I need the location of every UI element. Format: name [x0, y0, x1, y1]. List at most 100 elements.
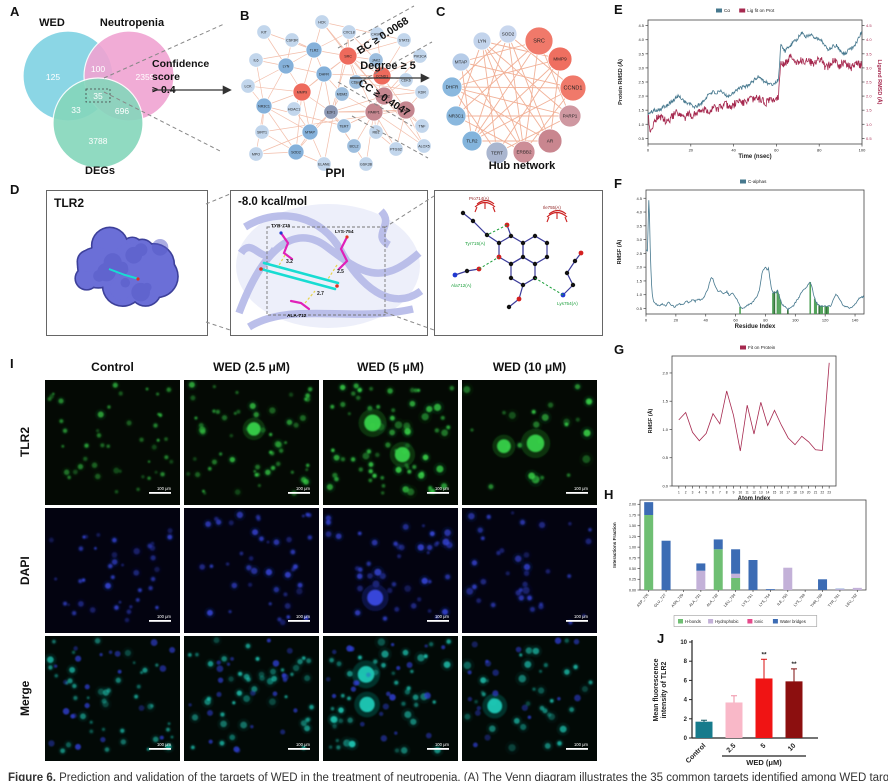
ppi-node: BCL2 [346, 138, 362, 154]
svg-text:4.0: 4.0 [866, 37, 872, 42]
hub-edges [451, 33, 574, 154]
ppi-node: TNF [414, 118, 430, 134]
svg-text:0: 0 [647, 148, 650, 153]
svg-text:4: 4 [698, 491, 700, 495]
residue-label-1: TYR-715 [271, 223, 291, 229]
micrograph-dapi-0: 100 μm [45, 508, 180, 633]
svg-text:0.5: 0.5 [638, 136, 644, 141]
svg-text:PARP1: PARP1 [563, 114, 578, 119]
svg-text:1.0: 1.0 [638, 122, 644, 127]
svg-text:DHFR: DHFR [319, 72, 329, 76]
bar-Control [695, 721, 713, 738]
interactions-chart: 0.00 0.25 0.50 0.75 1.00 1.25 1.50 1.75 2.00 Inte… [612, 499, 867, 627]
ligplot-2d: Tyr715(A) Ala712(A) Lys754(A) Pro714(A) … [451, 196, 584, 310]
distance-3: 2.7 [317, 291, 324, 297]
ppi-node: CSF3R [284, 32, 300, 48]
category-label: ALA_731 [689, 593, 702, 608]
x-axis-label: Residue Index [735, 324, 776, 330]
stack-segment [713, 539, 723, 550]
micrograph-tlr2-3: 100 μm [462, 380, 597, 505]
stack-segment [731, 573, 741, 578]
stack-segment [818, 579, 828, 590]
ppi-node: PARP1 [364, 102, 384, 122]
ppi-node: STAT3 [396, 32, 412, 48]
micrograph-merge-1: 100 μm [184, 636, 319, 761]
scale-bar [427, 748, 449, 750]
svg-text:2.0: 2.0 [636, 265, 642, 270]
distance-2: 2.5 [337, 269, 344, 275]
contact-bar [824, 306, 826, 314]
svg-text:1.0: 1.0 [662, 427, 668, 432]
contact-bar [819, 305, 822, 314]
column-header-0: Control [91, 360, 134, 374]
category-label: TYR_761 [827, 593, 840, 608]
venn-count-degs: 3788 [89, 136, 108, 146]
venn-count-wed-degs: 33 [71, 105, 81, 115]
venn-count-common: 35 [93, 91, 103, 101]
svg-text:20: 20 [807, 491, 811, 495]
contact-bar [739, 306, 741, 314]
svg-text:PARP1: PARP1 [368, 110, 380, 114]
contact-bar [773, 291, 776, 314]
residue-nitrogen [279, 231, 283, 235]
x-axis-label: Time (nsec) [738, 154, 771, 160]
legend-swatch [739, 8, 746, 13]
svg-text:1.75: 1.75 [629, 513, 636, 517]
stack-segment [835, 589, 845, 590]
ppi-title: PPI [325, 166, 345, 180]
ppi-node: TERT [336, 118, 352, 134]
legend-swatch [740, 345, 746, 350]
contact-bar [809, 282, 812, 314]
scale-bar [149, 492, 171, 494]
micrograph-tlr2-2: 100 μm [323, 380, 458, 505]
svg-text:1.5: 1.5 [636, 278, 642, 283]
stack-segment [644, 515, 654, 590]
residue-label-3: ALA-712 [287, 313, 307, 319]
svg-text:4.0: 4.0 [638, 37, 644, 42]
category-label: 10 [787, 742, 798, 753]
svg-text:STAT3: STAT3 [399, 38, 410, 42]
svg-text:1.50: 1.50 [629, 524, 636, 528]
svg-text:7: 7 [719, 491, 721, 495]
fluorescence-chart: 0 2 4 6 8 10 Control 2.5 ** 5 ** 10 WED (μM) Mean flu… [653, 640, 818, 767]
svg-text:0.5: 0.5 [662, 455, 668, 460]
scale-bar [427, 492, 449, 494]
scale-bar-label: 100 μm [574, 614, 589, 619]
ligand-oxygen [335, 284, 339, 288]
svg-text:19: 19 [800, 491, 804, 495]
stack-segment [696, 563, 706, 571]
svg-text:ERBB2: ERBB2 [516, 150, 532, 155]
y-axis-label: RMSF (Å) [647, 408, 654, 433]
rmsd-chart: Cα Lig fit on Prot 0.5 1.0 1.5 2.0 2.5 3.0 3.5 4.… [617, 8, 883, 160]
svg-text:40: 40 [703, 318, 708, 323]
legend-label: Cα [724, 8, 730, 13]
svg-text:3.5: 3.5 [636, 223, 642, 228]
scale-bar [149, 748, 171, 750]
scale-bar-label: 100 μm [296, 486, 311, 491]
ppi-node: RB1 [368, 124, 384, 140]
venn-label-neutropenia: Neutropenia [100, 17, 165, 29]
category-label: ASN_729 [671, 593, 685, 608]
svg-text:NR3C1: NR3C1 [258, 104, 270, 108]
category-label: LYS_759 [793, 593, 806, 607]
svg-text:1.0: 1.0 [866, 122, 872, 127]
category-label: 2.5 [726, 742, 738, 754]
svg-text:60: 60 [733, 318, 738, 323]
svg-text:MTAP: MTAP [305, 130, 315, 134]
figure-caption: Figure 6. Prediction and validation of t… [8, 772, 888, 781]
ligand-sticks [259, 261, 340, 291]
svg-text:6: 6 [684, 678, 688, 684]
category-label: LYS_754 [758, 593, 771, 607]
svg-text:LYN: LYN [283, 64, 290, 68]
stack-segment [783, 567, 793, 590]
ppi-node: KIT [256, 24, 272, 40]
y-axis-label: Protein RMSD (Å) [617, 59, 624, 105]
series-C-alphas [645, 200, 865, 312]
ppi-node: TLR2 [305, 41, 323, 59]
svg-text:100: 100 [859, 148, 866, 153]
confidence-line2: > 0.4 [152, 84, 176, 97]
hbond-dashed-lines [478, 224, 564, 296]
svg-text:1.00: 1.00 [629, 546, 636, 550]
